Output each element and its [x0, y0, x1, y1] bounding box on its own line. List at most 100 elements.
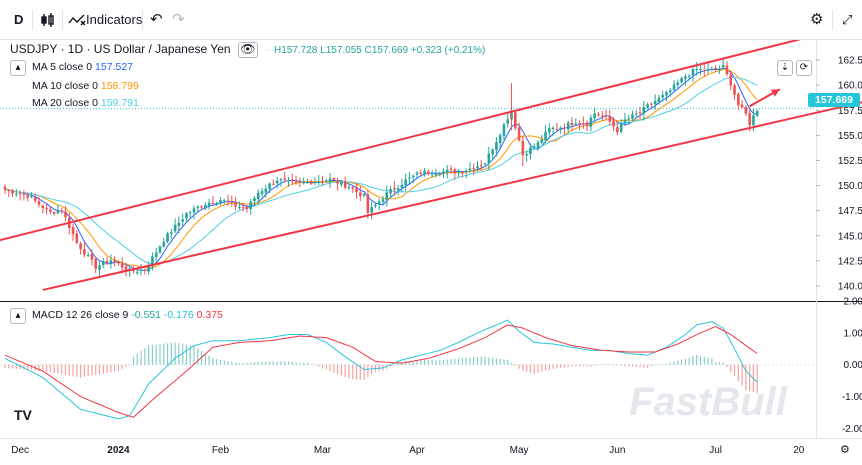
time-tick-label: 20	[793, 445, 805, 456]
candle-body	[136, 271, 139, 273]
macd-histogram-bar	[427, 359, 429, 365]
ma10-legend: MA 10 close 0 158.799	[32, 80, 139, 92]
candle-body	[105, 260, 109, 264]
fullscreen-icon[interactable]: ⤢	[842, 12, 853, 27]
indicators-label: Indicators	[86, 12, 143, 27]
macd-histogram-bar	[473, 357, 475, 365]
compare-icon[interactable]	[40, 8, 56, 32]
candle-body	[725, 65, 729, 75]
macd-histogram-bar	[416, 360, 418, 365]
candle-body	[415, 172, 419, 175]
macd-histogram-bar	[337, 364, 339, 375]
macd-histogram-bar	[325, 364, 327, 370]
macd-histogram-bar	[23, 364, 25, 370]
macd-histogram-bar	[541, 364, 543, 372]
macd-histogram-bar	[144, 347, 146, 365]
macd-histogram-bar	[321, 364, 324, 369]
candle-body	[317, 181, 321, 183]
macd-histogram-bar	[76, 364, 78, 377]
macd-histogram-bar	[265, 361, 267, 365]
candle-body	[544, 131, 547, 141]
macd-histogram-bar	[439, 360, 441, 365]
macd-histogram-bar	[136, 353, 138, 365]
candle-body	[313, 182, 317, 184]
ma10-label: MA 10 close 0	[32, 80, 98, 92]
macd-histogram-bar	[393, 364, 395, 366]
macd-histogram-bar	[303, 362, 305, 365]
macd-histogram-bar	[234, 362, 237, 365]
macd-histogram-bar	[129, 364, 131, 365]
macd-histogram-bar	[499, 358, 501, 365]
macd-histogram-bar	[605, 364, 607, 365]
candle-body	[226, 200, 230, 202]
candle-body	[343, 181, 347, 188]
macd-histogram-bar	[132, 356, 135, 365]
candle-body	[442, 171, 445, 174]
macd-histogram-bar	[231, 361, 233, 365]
undo-icon[interactable]: ↶	[150, 11, 163, 28]
macd-histogram-bar	[355, 364, 358, 380]
macd-histogram-bar	[30, 364, 33, 371]
candle-body	[94, 259, 98, 269]
macd-histogram-bar	[102, 364, 104, 374]
candle-body	[661, 95, 665, 98]
redo-icon[interactable]: ↷	[172, 11, 185, 28]
candle-body	[461, 172, 464, 174]
candle-body	[427, 171, 430, 174]
macd-histogram-bar	[616, 364, 618, 366]
candle-body	[438, 173, 441, 175]
macd-histogram-bar	[223, 360, 225, 365]
more-dots-icon[interactable]: ⋯	[265, 45, 276, 57]
macd-histogram-bar	[405, 361, 407, 365]
macd-histogram-bar	[635, 364, 637, 367]
macd-histogram-bar	[280, 361, 282, 365]
candle-body	[33, 197, 37, 201]
macd-histogram-bar	[106, 364, 108, 374]
scroll-to-latest-button[interactable]: ⇣	[777, 60, 793, 76]
macd-histogram-bar	[631, 364, 634, 367]
candle-body	[668, 90, 672, 93]
moving-average-lines	[4, 67, 758, 271]
candle-body	[608, 116, 612, 122]
collapse-legend-button[interactable]: ▴	[10, 60, 26, 76]
reset-view-button[interactable]: ⟳	[796, 60, 812, 76]
collapse-macd-button[interactable]: ▴	[10, 308, 26, 324]
macd-histogram-bar	[15, 364, 17, 369]
candle-body	[680, 78, 683, 83]
visibility-eye-icon[interactable]: 👁	[237, 42, 258, 58]
macd-histogram-bar	[367, 364, 369, 378]
candle-body	[64, 211, 67, 218]
macd-histogram-bar	[11, 364, 14, 369]
macd-histogram-bar	[567, 364, 569, 367]
candle-body	[487, 153, 491, 164]
interval-button[interactable]: D	[14, 12, 24, 27]
macd-histogram-bar	[620, 364, 622, 366]
macd-histogram-bar	[677, 360, 679, 365]
candle-body	[657, 97, 661, 103]
macd-histogram-bar	[699, 355, 702, 365]
candle-body	[619, 123, 623, 132]
macd-histogram-bar	[371, 364, 373, 375]
candle-body	[517, 127, 521, 141]
candle-body	[616, 127, 619, 133]
macd-histogram-bar	[310, 364, 312, 365]
price-tick-label: 147.500	[838, 206, 862, 217]
macd-histogram-bar	[299, 363, 301, 365]
candle-body	[26, 195, 29, 198]
settings-gear-icon[interactable]: ⚙	[810, 11, 824, 28]
candle-body	[672, 84, 676, 90]
macd-histogram-bar	[711, 358, 713, 365]
candle-body	[468, 168, 472, 171]
macd-histogram-bar	[514, 364, 516, 366]
candle-body	[740, 104, 744, 108]
candle-body	[166, 233, 169, 242]
candle-body	[498, 135, 502, 144]
macd-histogram-bar	[571, 364, 573, 367]
channel-lower-line	[42, 101, 862, 291]
macd-histogram-bar	[238, 363, 240, 365]
macd-histogram-bar	[454, 358, 456, 365]
candle-body	[597, 114, 600, 116]
chart-area[interactable]: 162.500 160.000 157.500 155.000 152.500 150.0…	[0, 22, 862, 460]
macd-histogram-bar	[140, 350, 142, 365]
indicators-button[interactable]: Indicators	[68, 8, 142, 32]
